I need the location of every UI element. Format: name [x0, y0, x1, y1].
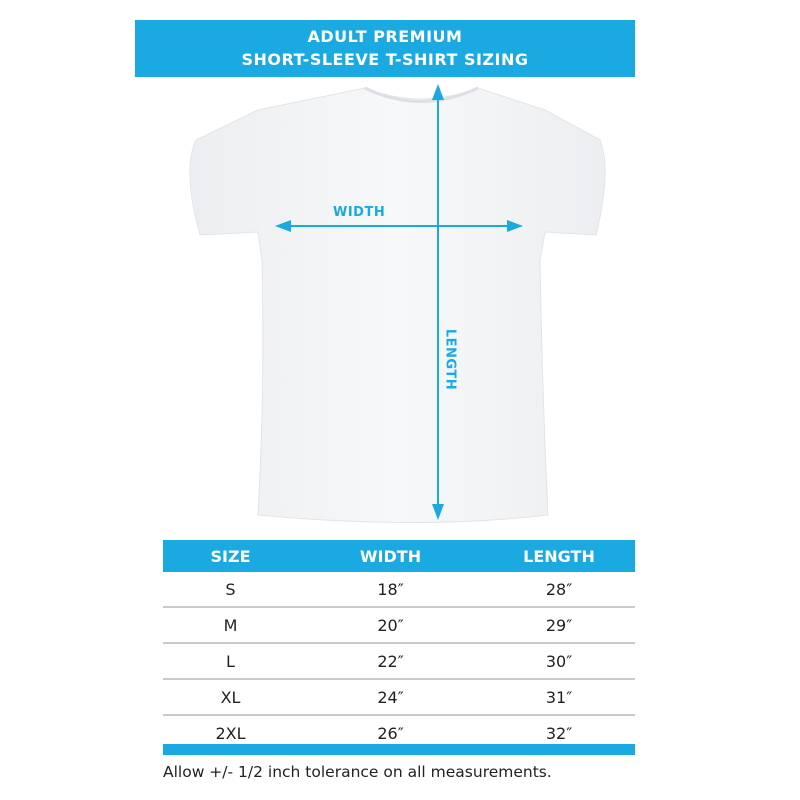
length-cell: 29″	[483, 607, 635, 644]
size-cell: S	[163, 572, 298, 608]
table-footer-bar	[163, 744, 635, 755]
table-row: XL 24″ 31″	[163, 679, 635, 716]
length-cell: 28″	[483, 572, 635, 608]
title-line-2: SHORT-SLEEVE T-SHIRT SIZING	[241, 50, 529, 69]
size-cell: M	[163, 607, 298, 644]
title-line-1: ADULT PREMIUM	[307, 27, 463, 46]
table-row: L 22″ 30″	[163, 643, 635, 680]
size-table: SIZE WIDTH LENGTH S 18″ 28″ M 20″ 29″ L 22″ 30…	[163, 540, 635, 750]
width-cell: 22″	[298, 643, 483, 680]
size-cell: XL	[163, 679, 298, 716]
width-cell: 24″	[298, 679, 483, 716]
length-cell: 31″	[483, 679, 635, 716]
title-banner: ADULT PREMIUM SHORT-SLEEVE T-SHIRT SIZIN…	[135, 20, 635, 77]
table-row: M 20″ 29″	[163, 607, 635, 644]
size-cell: L	[163, 643, 298, 680]
width-cell: 26″	[377, 723, 404, 743]
width-label: WIDTH	[333, 205, 386, 220]
width-cell: 18″	[298, 572, 483, 608]
size-cell: 2XL	[215, 723, 246, 743]
table-row: S 18″ 28″	[163, 572, 635, 608]
header-size: SIZE	[163, 540, 298, 572]
table-header: SIZE WIDTH LENGTH	[163, 540, 635, 572]
table-row: 2XL 26″ 32″	[163, 715, 635, 750]
length-arrow	[432, 84, 444, 520]
length-label: LENGTH	[442, 328, 458, 391]
width-cell: 20″	[298, 607, 483, 644]
length-cell: 32″	[545, 723, 573, 743]
header-width: WIDTH	[298, 540, 483, 572]
tshirt-shape	[189, 87, 606, 523]
width-arrow	[275, 220, 523, 232]
header-length: LENGTH	[483, 540, 635, 572]
tolerance-note: Allow +/- 1/2 inch tolerance on all meas…	[163, 763, 552, 781]
length-cell: 30″	[483, 643, 635, 680]
